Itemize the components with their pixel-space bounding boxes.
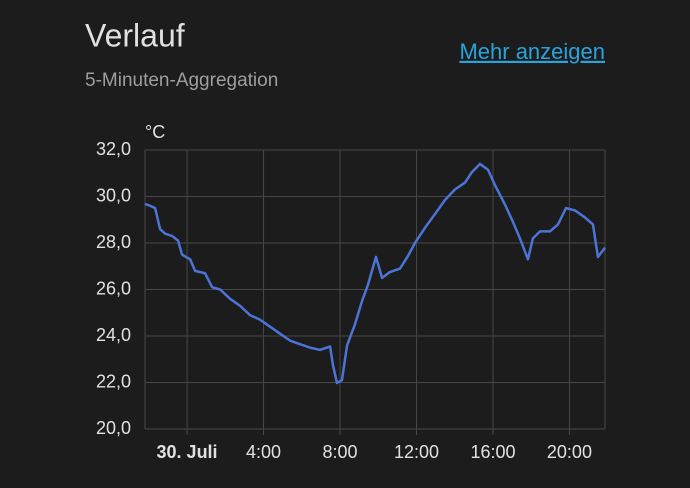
card-subtitle: 5-Minuten-Aggregation bbox=[85, 70, 278, 91]
y-tick-label: 26,0 bbox=[96, 278, 131, 298]
y-tick-label: 20,0 bbox=[96, 418, 131, 438]
temperature-line bbox=[144, 162, 606, 385]
x-tick-label: 30. Juli bbox=[157, 442, 218, 462]
y-tick-label: 28,0 bbox=[96, 232, 131, 252]
x-tick-label: 12:00 bbox=[394, 442, 439, 462]
x-tick-label: 8:00 bbox=[322, 442, 357, 462]
y-tick-label: 30,0 bbox=[96, 185, 131, 205]
x-tick-label: 20:00 bbox=[547, 442, 592, 462]
more-link[interactable]: Mehr anzeigen bbox=[459, 39, 605, 64]
y-axis-unit: °C bbox=[145, 122, 165, 142]
x-tick-label: 4:00 bbox=[246, 442, 281, 462]
card-title: Verlauf bbox=[85, 17, 185, 53]
x-tick-label: 16:00 bbox=[470, 442, 515, 462]
y-tick-label: 24,0 bbox=[96, 325, 131, 345]
y-tick-label: 22,0 bbox=[96, 371, 131, 391]
y-tick-label: 32,0 bbox=[96, 139, 131, 159]
